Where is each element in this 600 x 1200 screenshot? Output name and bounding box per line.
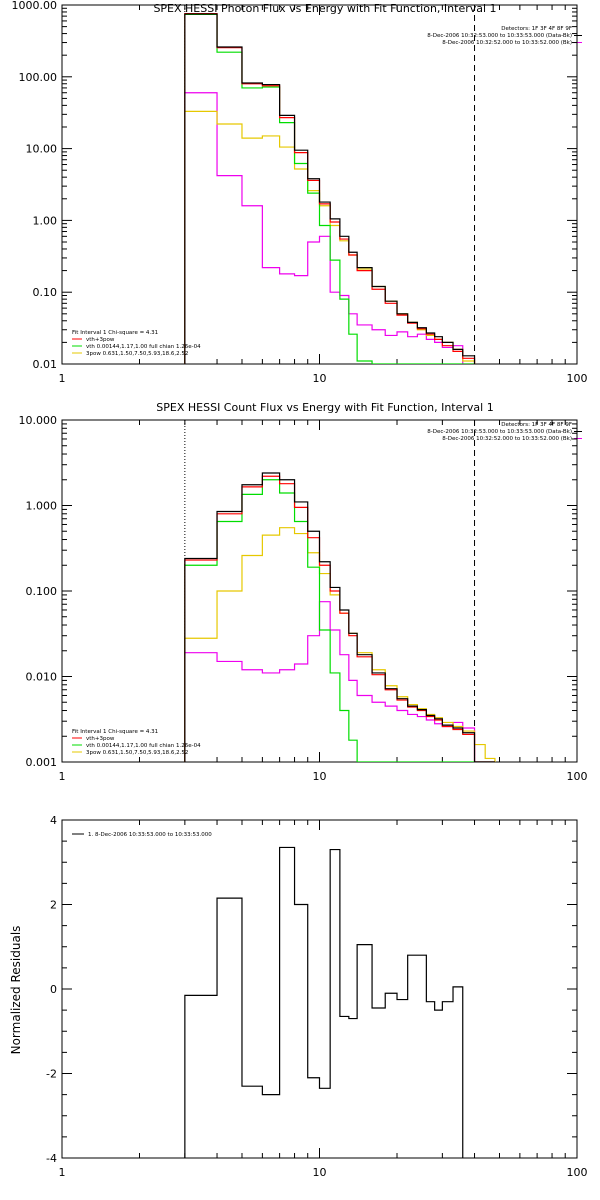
photon-flux-panel: SPEX HESSI Photon Flux vs Energy with Fi… xyxy=(12,0,588,385)
x-tick-label: 100 xyxy=(567,770,588,783)
y-tick-label: 0.001 xyxy=(26,756,58,769)
x-axis: 1 10 100 xyxy=(59,820,588,1179)
y-axis-label: Normalized Residuals xyxy=(9,926,23,1055)
panel-title: SPEX HESSI Count Flux vs Energy with Fit… xyxy=(156,401,493,414)
x-tick-label: 10 xyxy=(313,372,327,385)
fit-chisq: Fit Interval 1 Chi-square = 4.31 xyxy=(72,729,158,735)
y-axis: 0.01 0.10 1.00 10.00 100.00 1000.00 xyxy=(12,0,577,371)
residuals-panel: Normalized Residuals 1. 8-Dec-2006 10:33… xyxy=(9,814,588,1179)
fit-chisq: Fit Interval 1 Chi-square = 4.31 xyxy=(72,330,158,336)
x-tick-label: 10 xyxy=(313,770,327,783)
residuals-legend: 1. 8-Dec-2006 10:33:53.000 to 10:33:53.0… xyxy=(88,832,212,838)
series-line xyxy=(184,475,495,762)
x-tick-label: 1 xyxy=(59,1166,66,1179)
info-bk-interval: 8-Dec-2006 10:32:52.000 to 10:33:52.000 … xyxy=(442,40,572,46)
y-tick-label: 0.010 xyxy=(26,671,58,684)
series-group xyxy=(184,12,476,364)
fit-total: vth+3pow xyxy=(86,337,115,343)
series-line xyxy=(184,479,495,762)
fit-vth: vth 0.00144,1.17,1.00 full chian 1.26e-0… xyxy=(86,344,201,350)
y-tick-label: 0 xyxy=(50,983,57,996)
x-tick-label: 100 xyxy=(567,1166,588,1179)
series-line xyxy=(184,13,476,364)
y-tick-label: -2 xyxy=(46,1068,57,1081)
series-group xyxy=(184,472,496,762)
count-flux-panel: SPEX HESSI Count Flux vs Energy with Fit… xyxy=(19,401,588,783)
x-tick-label: 1 xyxy=(59,770,66,783)
x-axis: 1 10 100 xyxy=(59,420,588,783)
info-text: Detectors: 1F 3F 4F 8F 9F 8-Dec-2006 10:… xyxy=(427,26,582,46)
series-line xyxy=(184,472,495,762)
x-axis: 1 10 100 xyxy=(59,5,588,385)
info-detectors: Detectors: 1F 3F 4F 8F 9F xyxy=(501,26,572,32)
y-tick-label: 2 xyxy=(50,899,57,912)
y-axis: 0.001 0.010 0.100 1.000 10.000 xyxy=(19,414,577,769)
x-tick-label: 1 xyxy=(59,372,66,385)
fit-3pow: 3pow 0.631,1.50,7.50,5.93,18.6,2.52 xyxy=(86,750,188,756)
info-bk-interval: 8-Dec-2006 10:32:52.000 to 10:33:52.000 … xyxy=(442,436,572,442)
y-tick-label: 0.100 xyxy=(26,585,58,598)
y-tick-label: -4 xyxy=(46,1152,57,1165)
fit-total: vth+3pow xyxy=(86,736,115,742)
y-tick-label: 1.00 xyxy=(33,214,58,227)
y-tick-label: 10.000 xyxy=(19,414,58,427)
series-group xyxy=(184,846,464,1158)
x-tick-label: 10 xyxy=(313,1166,327,1179)
x-tick-label: 100 xyxy=(567,372,588,385)
y-tick-label: 10.00 xyxy=(26,143,58,156)
plot-frame xyxy=(61,819,578,1159)
y-tick-label: 1000.00 xyxy=(12,0,58,12)
info-data-interval: 8-Dec-2006 10:32:53.000 to 10:33:53.000 … xyxy=(427,33,572,39)
series-line xyxy=(184,92,475,364)
fit-legend: Fit Interval 1 Chi-square = 4.31 vth+3po… xyxy=(72,330,201,357)
info-text: Detectors: 1F 3F 4F 8F 9F 8-Dec-2006 10:… xyxy=(427,422,582,442)
fit-vth: vth 0.00144,1.17,1.00 full chian 1.26e-0… xyxy=(86,743,201,749)
y-tick-label: 100.00 xyxy=(19,71,58,84)
series-line xyxy=(184,12,476,364)
series-line xyxy=(184,13,475,364)
series-line xyxy=(184,846,464,1158)
y-axis: -4 -2 0 2 4 xyxy=(46,814,577,1165)
y-tick-label: 0.01 xyxy=(33,358,58,371)
fit-3pow: 3pow 0.631,1.50,7.50,5.93,18.6,2.52 xyxy=(86,351,188,357)
y-tick-label: 1.000 xyxy=(26,500,58,513)
y-tick-label: 0.10 xyxy=(33,286,58,299)
y-tick-label: 4 xyxy=(50,814,57,827)
fit-legend: Fit Interval 1 Chi-square = 4.31 vth+3po… xyxy=(72,729,201,756)
info-data-interval: 8-Dec-2006 10:32:53.000 to 10:33:53.000 … xyxy=(427,429,572,435)
